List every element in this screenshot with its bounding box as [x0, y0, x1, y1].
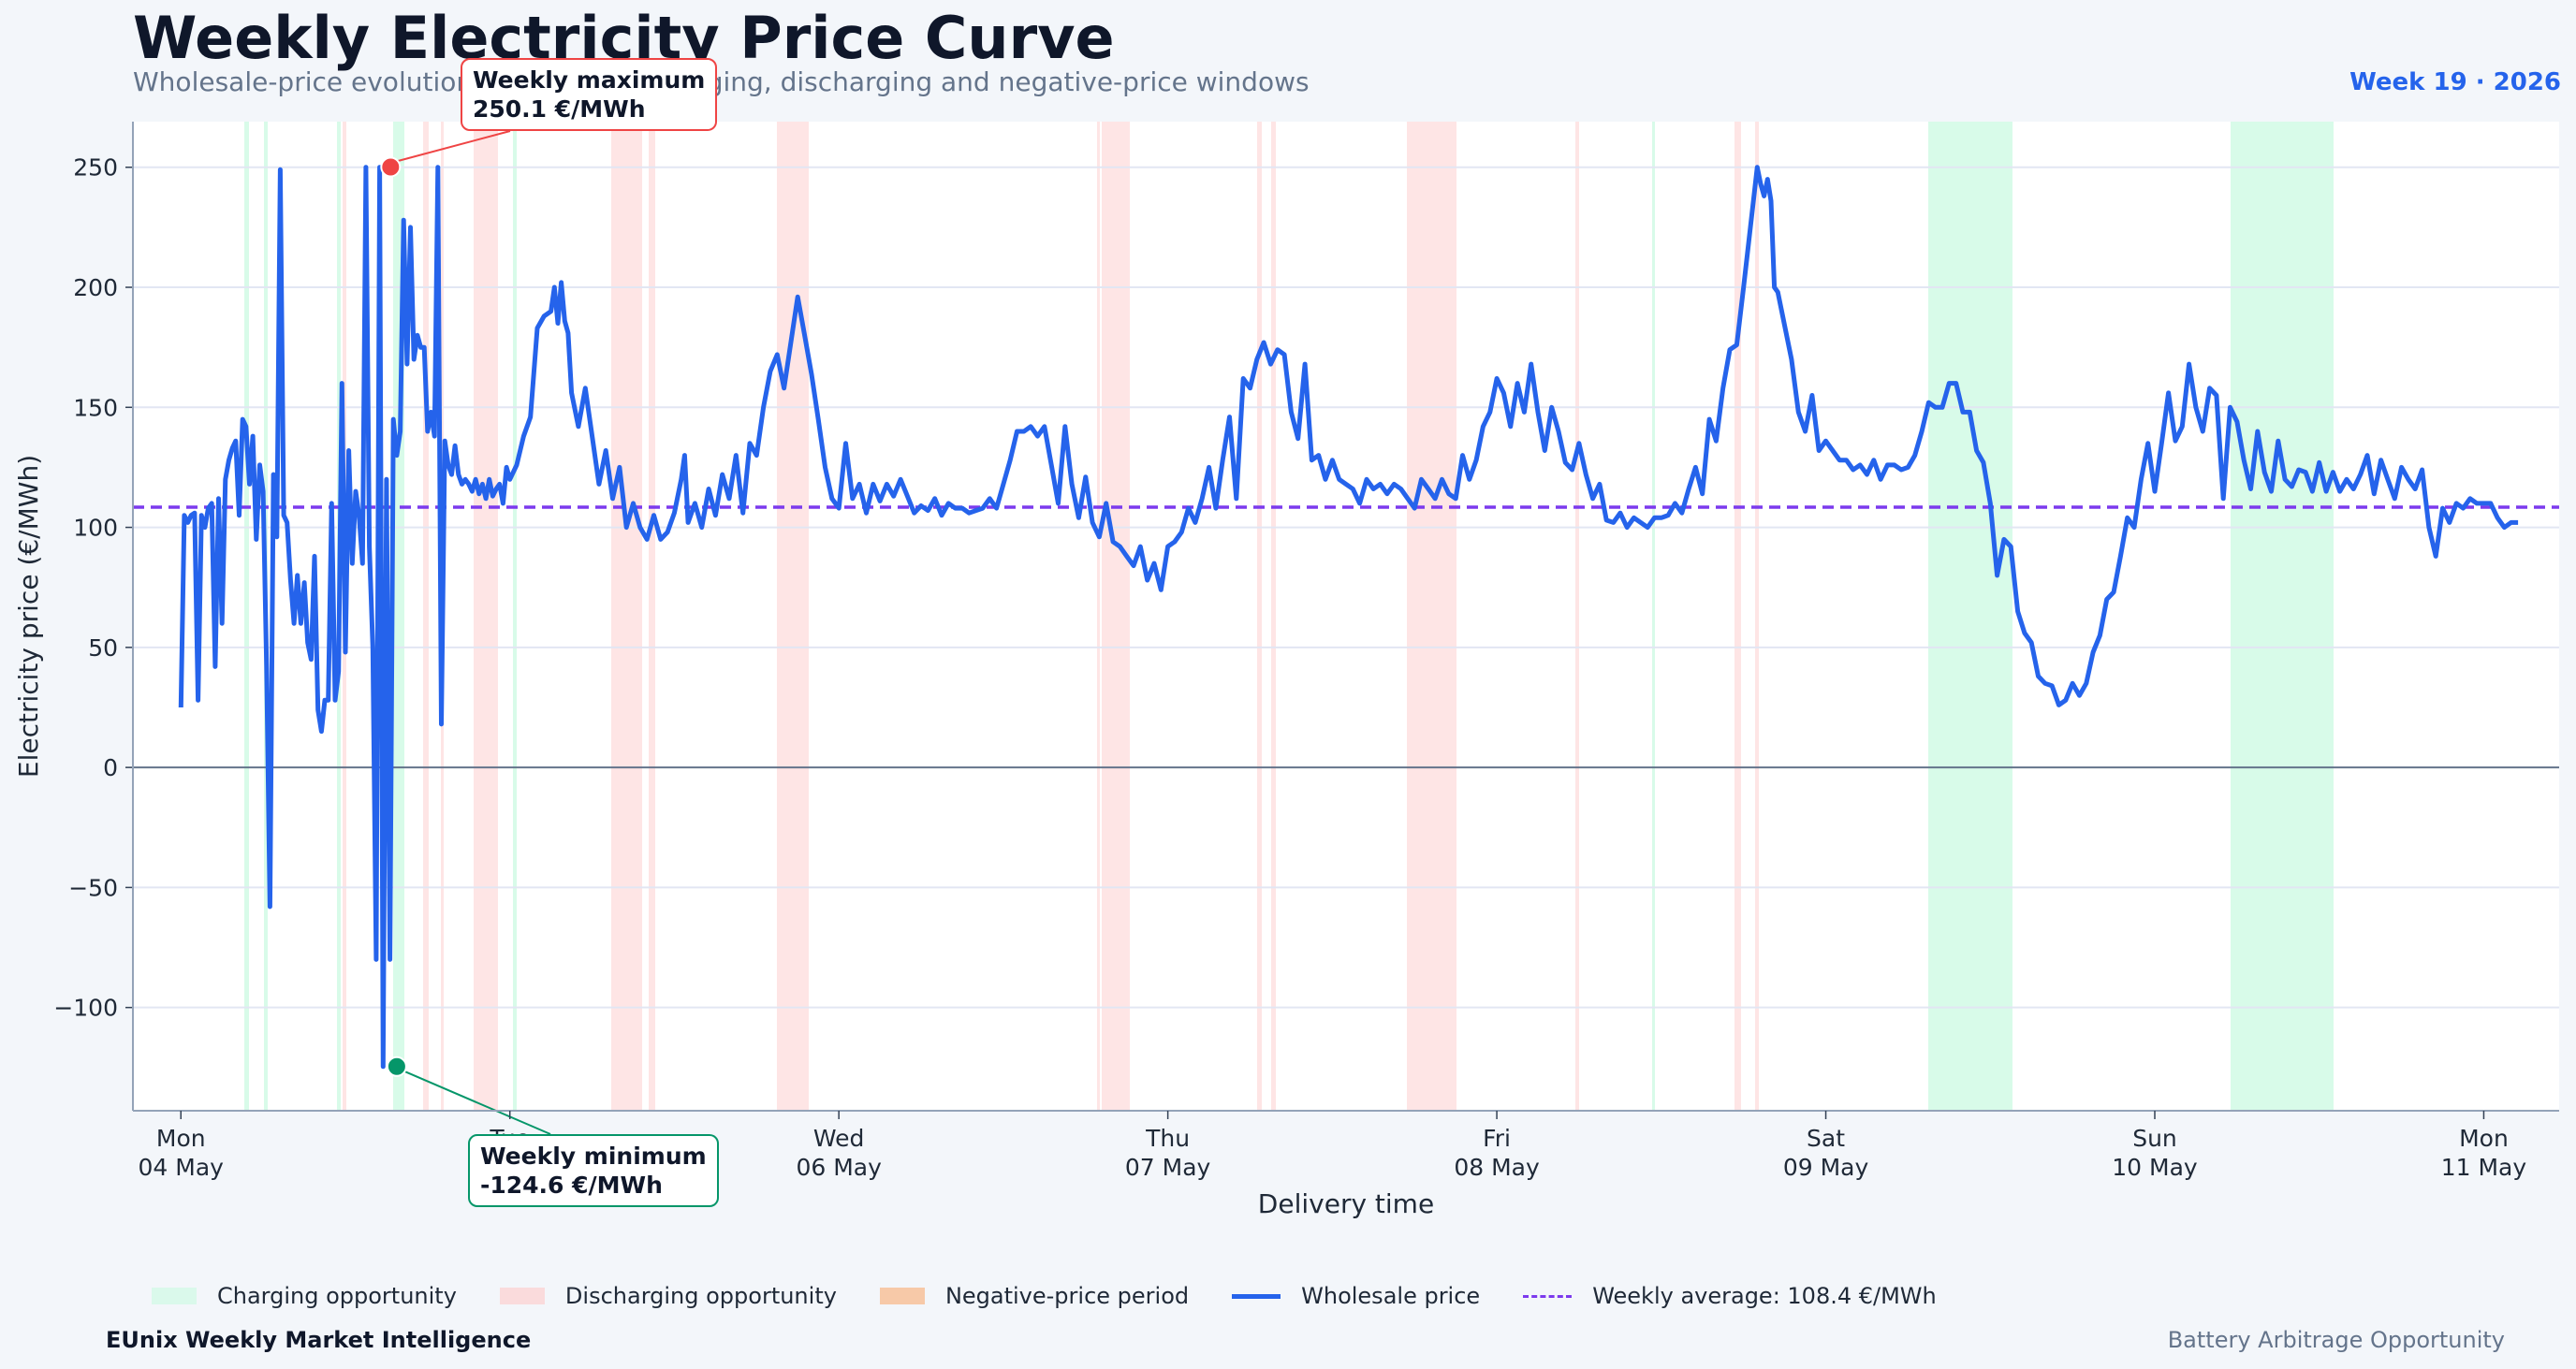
discharging-band: [1755, 122, 1759, 1111]
discharging-swatch: [499, 1288, 545, 1304]
legend-label-charging: Charging opportunity: [217, 1283, 457, 1309]
max-callout-title: Weekly maximum: [473, 66, 706, 94]
discharging-band: [1734, 122, 1741, 1111]
x-tick-label: 08 May: [1454, 1154, 1540, 1181]
footer-publisher: EUnix Weekly Market Intelligence: [106, 1327, 532, 1353]
x-tick-label: 10 May: [2112, 1154, 2198, 1181]
min-point-marker: [386, 1056, 407, 1077]
y-tick-label: −50: [68, 874, 118, 901]
x-tick-label: 09 May: [1783, 1154, 1869, 1181]
charging-band: [1928, 122, 2012, 1111]
y-tick-label: 250: [73, 154, 118, 182]
week-badge: Week 19 · 2026: [2349, 68, 2561, 96]
price-line-swatch: [1232, 1293, 1281, 1299]
legend-item-discharging: Discharging opportunity: [499, 1283, 837, 1309]
x-tick-label: Thu: [1145, 1125, 1190, 1152]
legend-label-price: Wholesale price: [1301, 1283, 1481, 1309]
x-tick-label: 04 May: [139, 1154, 225, 1181]
charging-band: [513, 122, 517, 1111]
discharging-band: [649, 122, 655, 1111]
min-callout-value: -124.6 €/MWh: [480, 1172, 663, 1199]
y-tick-label: 0: [103, 754, 118, 781]
y-axis-title: Electricity price (€/MWh): [13, 455, 44, 778]
legend-item-average: Weekly average: 108.4 €/MWh: [1523, 1283, 1937, 1309]
average-line-swatch: [1523, 1294, 1573, 1298]
y-tick-label: 200: [73, 274, 118, 301]
x-tick-label: 07 May: [1125, 1154, 1211, 1181]
discharging-band: [1257, 122, 1262, 1111]
grid-lines: [133, 166, 2559, 1009]
y-tick-label: 150: [73, 394, 118, 421]
x-axis-title: Delivery time: [1258, 1188, 1434, 1219]
discharging-band: [611, 122, 642, 1111]
legend-label-negative: Negative-price period: [944, 1283, 1190, 1309]
weekly-maximum-callout: Weekly maximum 250.1 €/MWh: [461, 58, 718, 131]
legend-label-average: Weekly average: 108.4 €/MWh: [1592, 1283, 1937, 1309]
x-tick-label: Sun: [2132, 1125, 2177, 1152]
weekly-minimum-callout: Weekly minimum -124.6 €/MWh: [468, 1134, 719, 1207]
x-tick-label: Fri: [1483, 1125, 1511, 1152]
discharging-band: [1097, 122, 1100, 1111]
x-tick-label: 11 May: [2441, 1154, 2527, 1181]
legend-item-price: Wholesale price: [1232, 1283, 1480, 1309]
x-tick-label: Mon: [2459, 1125, 2509, 1152]
discharging-band: [1271, 122, 1276, 1111]
extreme-markers: [380, 130, 551, 1135]
y-tick-label: 50: [88, 634, 118, 662]
x-tick-label: Mon: [156, 1125, 206, 1152]
discharging-band: [1575, 122, 1579, 1111]
x-tick-label: Wed: [813, 1125, 865, 1152]
max-callout-value: 250.1 €/MWh: [473, 95, 646, 123]
chart-subtitle: Wholesale-price evolution with battery c…: [133, 66, 1310, 97]
charging-band: [244, 122, 249, 1111]
x-tick-label: Sat: [1807, 1125, 1845, 1152]
footer-tagline: Battery Arbitrage Opportunity: [2167, 1327, 2505, 1353]
discharging-band: [474, 122, 498, 1111]
price-line: [178, 165, 2519, 1070]
legend-label-discharging: Discharging opportunity: [564, 1283, 837, 1309]
max-point-marker: [380, 156, 402, 178]
discharging-band: [1102, 122, 1130, 1111]
legend-item-negative: Negative-price period: [879, 1283, 1190, 1309]
x-tick-label: 06 May: [796, 1154, 882, 1181]
charging-band: [2231, 122, 2334, 1111]
charging-swatch: [152, 1288, 197, 1304]
series-layer: [178, 165, 2519, 1070]
discharging-band: [1407, 122, 1456, 1111]
discharging-band: [423, 122, 429, 1111]
legend: Charging opportunity Discharging opportu…: [152, 1283, 1980, 1309]
max-callout-arrow: [396, 130, 511, 163]
y-tick-label: 100: [73, 515, 118, 542]
min-callout-title: Weekly minimum: [480, 1143, 707, 1170]
discharging-band: [777, 122, 809, 1111]
min-callout-arrow: [403, 1070, 551, 1135]
legend-item-charging: Charging opportunity: [152, 1283, 457, 1309]
charging-band: [1652, 122, 1655, 1111]
negative-swatch: [879, 1288, 925, 1304]
y-tick-label: −100: [53, 995, 118, 1022]
